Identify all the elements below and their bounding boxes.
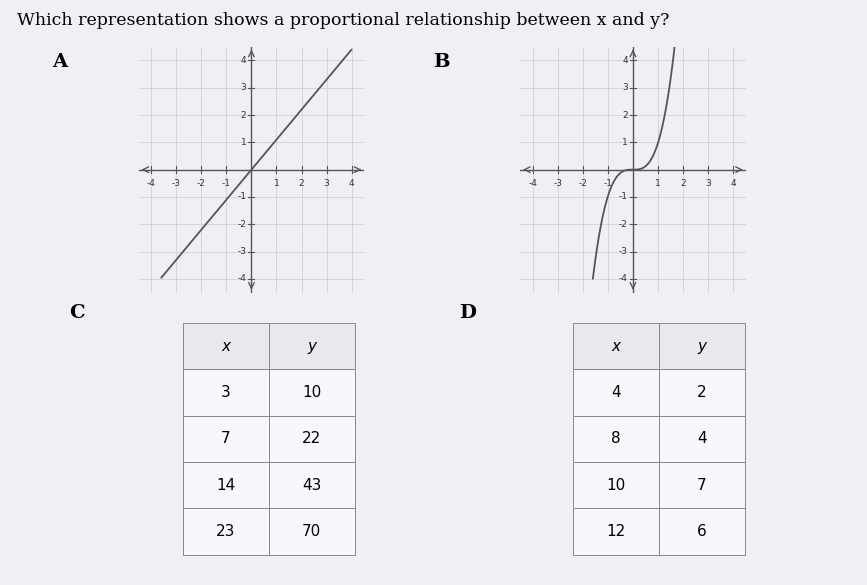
Text: 4: 4 — [349, 179, 355, 188]
Bar — [183, 369, 269, 415]
Text: C: C — [69, 304, 85, 322]
Text: -1: -1 — [603, 179, 612, 188]
Text: 12: 12 — [606, 524, 626, 539]
Bar — [269, 323, 355, 369]
Text: 7: 7 — [221, 431, 231, 446]
Text: 8: 8 — [611, 431, 621, 446]
Text: x: x — [611, 339, 621, 353]
Text: 3: 3 — [221, 385, 231, 400]
Text: 2: 2 — [681, 179, 686, 188]
Text: 2: 2 — [241, 111, 246, 119]
Bar — [659, 323, 745, 369]
Text: D: D — [460, 304, 477, 322]
Text: -3: -3 — [619, 247, 628, 256]
Text: Which representation shows a proportional relationship between x and y?: Which representation shows a proportiona… — [17, 12, 669, 29]
Text: 1: 1 — [623, 138, 628, 147]
Text: 4: 4 — [611, 385, 621, 400]
Text: 3: 3 — [323, 179, 329, 188]
Text: x: x — [221, 339, 231, 353]
Text: A: A — [52, 53, 67, 71]
Text: 70: 70 — [302, 524, 322, 539]
Text: 2: 2 — [299, 179, 304, 188]
Text: 4: 4 — [623, 56, 628, 65]
Text: 1: 1 — [241, 138, 246, 147]
Bar — [659, 508, 745, 555]
Text: -1: -1 — [619, 192, 628, 201]
Bar — [659, 415, 745, 462]
Text: -3: -3 — [553, 179, 563, 188]
Bar — [573, 462, 659, 508]
Text: -4: -4 — [619, 274, 628, 283]
Text: 7: 7 — [697, 477, 707, 493]
Bar — [269, 508, 355, 555]
Bar — [183, 323, 269, 369]
Text: -2: -2 — [619, 220, 628, 229]
Bar — [269, 369, 355, 415]
Text: 4: 4 — [697, 431, 707, 446]
Text: -3: -3 — [172, 179, 181, 188]
Bar — [573, 415, 659, 462]
Text: -4: -4 — [528, 179, 538, 188]
Text: -2: -2 — [578, 179, 587, 188]
Text: -2: -2 — [238, 220, 246, 229]
Text: 1: 1 — [655, 179, 661, 188]
Bar — [269, 415, 355, 462]
Text: 4: 4 — [241, 56, 246, 65]
Bar — [573, 508, 659, 555]
Bar — [659, 462, 745, 508]
Text: 2: 2 — [697, 385, 707, 400]
Text: 3: 3 — [241, 83, 246, 92]
Text: 10: 10 — [606, 477, 626, 493]
Text: 3: 3 — [623, 83, 628, 92]
Text: 10: 10 — [302, 385, 322, 400]
Bar — [573, 323, 659, 369]
Text: 14: 14 — [216, 477, 236, 493]
Text: -1: -1 — [238, 192, 246, 201]
Text: 6: 6 — [697, 524, 707, 539]
Text: -4: -4 — [147, 179, 156, 188]
Text: -3: -3 — [238, 247, 246, 256]
Text: 43: 43 — [302, 477, 322, 493]
Text: y: y — [697, 339, 707, 353]
Bar — [659, 369, 745, 415]
Text: -4: -4 — [238, 274, 246, 283]
Text: 4: 4 — [730, 179, 736, 188]
Text: 1: 1 — [274, 179, 279, 188]
Bar — [269, 462, 355, 508]
Text: 2: 2 — [623, 111, 628, 119]
Bar — [573, 369, 659, 415]
Bar — [183, 508, 269, 555]
Text: -2: -2 — [197, 179, 205, 188]
Text: y: y — [307, 339, 316, 353]
Text: -1: -1 — [222, 179, 231, 188]
Text: B: B — [434, 53, 450, 71]
Bar — [183, 415, 269, 462]
Text: 22: 22 — [302, 431, 322, 446]
Text: 23: 23 — [216, 524, 236, 539]
Text: 3: 3 — [705, 179, 711, 188]
Bar — [183, 462, 269, 508]
